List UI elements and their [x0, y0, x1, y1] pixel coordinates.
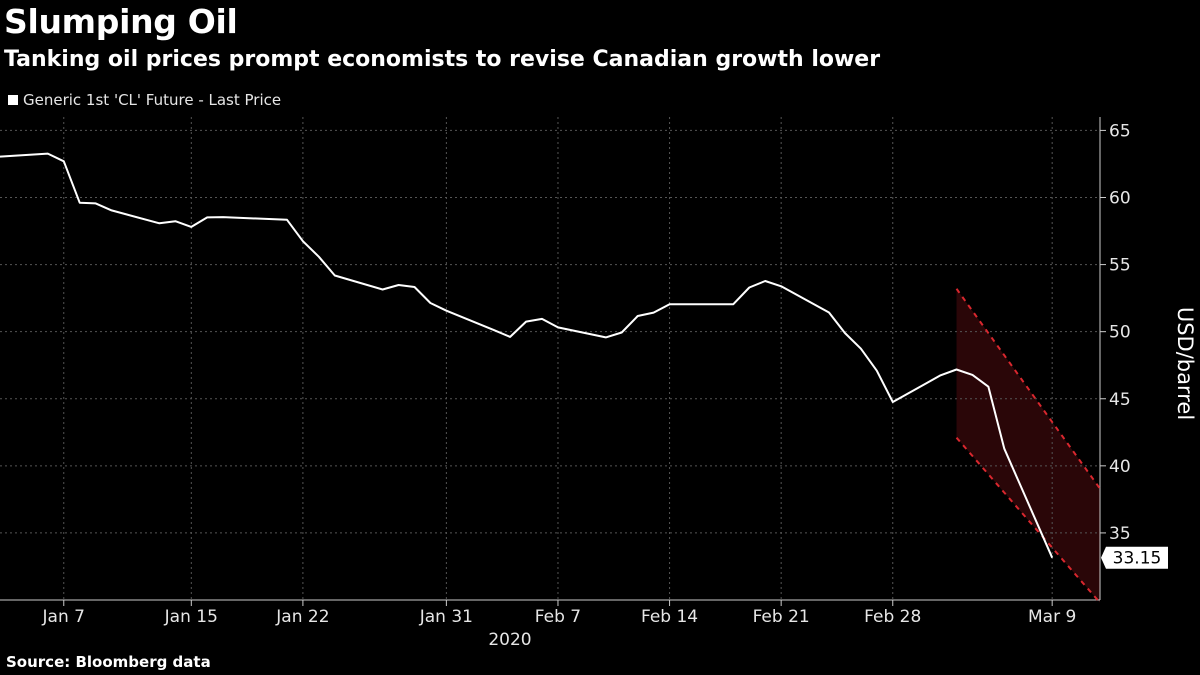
series-line [0, 152, 1054, 559]
x-tick-label: Feb 21 [753, 607, 810, 627]
legend-label: Generic 1st 'CL' Future - Last Price [23, 91, 282, 109]
x-tick-label: Feb 14 [641, 607, 698, 627]
x-tick-label: Jan 22 [275, 607, 329, 627]
channel-lower-dashed-line [955, 437, 1101, 604]
y-tick-label: 40 [1109, 457, 1131, 477]
x-tick-label: Jan 31 [419, 607, 473, 627]
y-tick-label: 45 [1109, 390, 1131, 410]
chart-subtitle: Tanking oil prices prompt economists to … [4, 47, 881, 72]
y-tick-label: 55 [1109, 256, 1131, 276]
chart-title: Slumping Oil [4, 2, 238, 41]
last-value-label: 33.15 [1113, 549, 1162, 569]
y-tick-label: 35 [1109, 524, 1131, 544]
x-tick-label: Feb 7 [535, 607, 581, 627]
y-tick-label: 60 [1109, 189, 1131, 209]
x-year-label: 2020 [488, 630, 531, 650]
y-tick-label: 65 [1109, 121, 1131, 141]
x-tick-label: Jan 7 [42, 607, 85, 627]
x-tick-label: Mar 9 [1028, 607, 1076, 627]
last-value-box [1101, 546, 1168, 569]
y-axis-title: USD/barrel [1173, 307, 1197, 420]
x-tick-label: Feb 28 [864, 607, 921, 627]
source-note: Source: Bloomberg data [6, 653, 211, 671]
x-tick-label: Jan 15 [164, 607, 218, 627]
legend: Generic 1st 'CL' Future - Last Price [8, 90, 281, 110]
y-tick-label: 50 [1109, 323, 1131, 343]
highlight-band [956, 288, 1100, 603]
channel-upper-dashed-line [955, 288, 1101, 490]
legend-swatch [8, 95, 18, 105]
